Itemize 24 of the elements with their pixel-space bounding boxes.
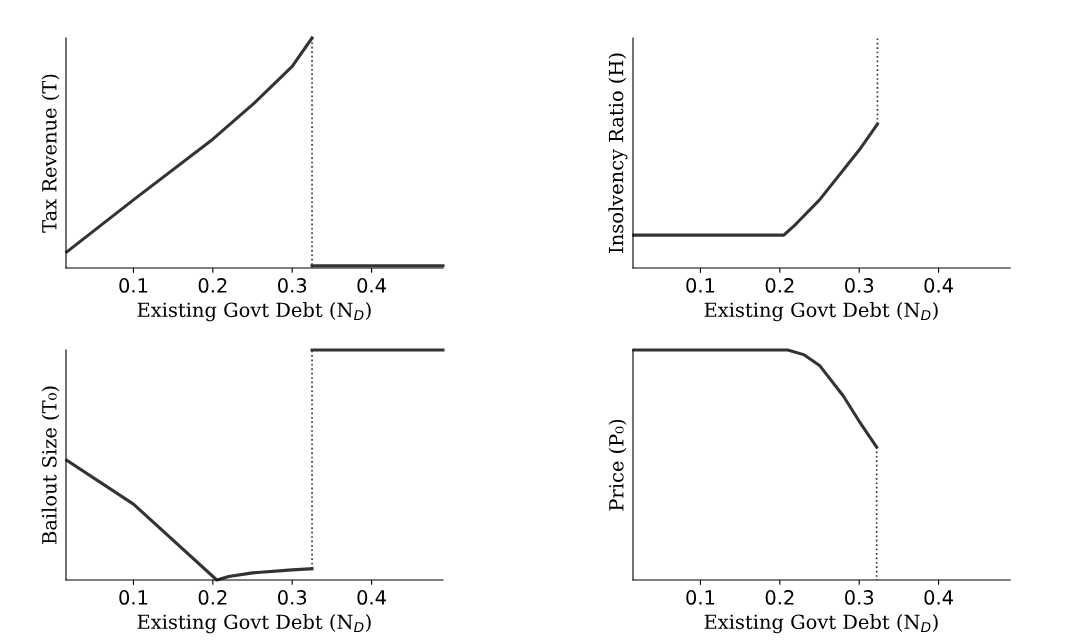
x-tick-label: 0.4: [924, 590, 953, 605]
x-tick-label: 0.2: [198, 278, 227, 293]
y-axis-title: Insolvency Ratio (H): [608, 53, 628, 253]
x-tick-label: 0.1: [119, 590, 148, 605]
x-tick-label: 0.2: [765, 590, 794, 605]
x-tick-label: 0.1: [119, 278, 148, 293]
y-axis-title: Price (P₀): [608, 419, 627, 511]
x-axis-title: Existing Govt Debt (N$_{D}$): [137, 614, 371, 634]
x-axis-title: Existing Govt Debt (N$_{D}$): [704, 302, 938, 322]
y-axis-title: Bailout Size (T₀): [41, 386, 60, 544]
x-axis-title: Existing Govt Debt (N$_{D}$): [137, 302, 371, 322]
x-tick-label: 0.2: [198, 590, 227, 605]
x-tick-label: 0.1: [686, 278, 715, 293]
x-axis-title: Existing Govt Debt (N$_{D}$): [704, 614, 938, 634]
x-tick-label: 0.3: [278, 590, 307, 605]
x-tick-label: 0.3: [845, 278, 874, 293]
x-tick-label: 0.4: [357, 590, 386, 605]
x-tick-label: 0.2: [765, 278, 794, 293]
x-tick-label: 0.4: [357, 278, 386, 293]
y-axis-title: Tax Revenue (T): [41, 74, 60, 233]
x-tick-label: 0.4: [924, 278, 953, 293]
x-tick-label: 0.3: [278, 278, 307, 293]
x-tick-label: 0.3: [845, 590, 874, 605]
x-tick-label: 0.1: [686, 590, 715, 605]
